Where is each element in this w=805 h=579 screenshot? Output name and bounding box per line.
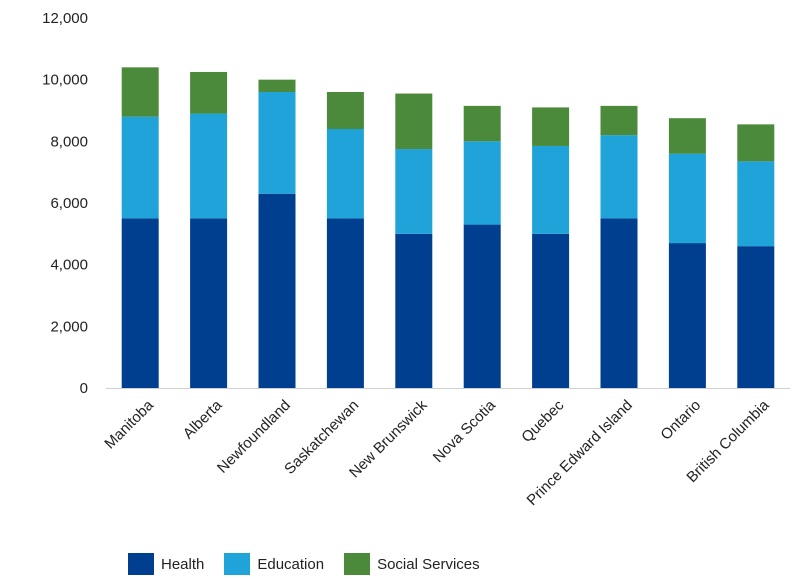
bar-segment-education bbox=[600, 135, 638, 219]
legend-item: Health bbox=[128, 553, 204, 575]
bar-segment-health bbox=[326, 218, 364, 388]
x-category-label: Manitoba bbox=[101, 396, 157, 452]
bar-segment-health bbox=[258, 193, 296, 388]
bar-segment-health bbox=[395, 233, 433, 388]
bars bbox=[121, 67, 775, 388]
legend-label: Health bbox=[161, 555, 205, 573]
legend-item: Social Services bbox=[344, 553, 480, 575]
bar-segment-health bbox=[600, 218, 638, 388]
bar-segment-social-services bbox=[326, 92, 364, 129]
y-tick-label: 12,000 bbox=[42, 10, 88, 27]
bar-segment-education bbox=[258, 92, 296, 194]
bar-segment-health bbox=[463, 224, 501, 388]
bar-segment-education bbox=[737, 161, 775, 247]
bar-segment-social-services bbox=[258, 79, 296, 92]
legend-label: Education bbox=[257, 555, 325, 573]
y-tick-label: 8,000 bbox=[50, 133, 88, 150]
bar-segment-social-services bbox=[190, 71, 228, 114]
category-labels: Manitoba AlbertaNewfoundlandSaskatchewanN… bbox=[101, 396, 773, 509]
bar-segment-social-services bbox=[600, 105, 638, 136]
legend-item: Education bbox=[224, 553, 324, 575]
bar-segment-education bbox=[668, 153, 706, 244]
y-tick-label: 0 bbox=[80, 380, 88, 397]
bar-segment-health bbox=[737, 246, 775, 388]
x-category-label: Ontario bbox=[657, 397, 704, 444]
legend: Health Education Social Services bbox=[128, 552, 500, 576]
bar-segment-social-services bbox=[395, 93, 433, 150]
bar-segment-education bbox=[121, 116, 159, 219]
x-category-label: Quebec bbox=[518, 396, 568, 446]
bar-segment-social-services bbox=[121, 67, 159, 117]
bar-segment-social-services bbox=[737, 124, 775, 162]
bar-segment-education bbox=[395, 149, 433, 234]
bar-segment-education bbox=[532, 145, 570, 234]
bar-segment-health bbox=[190, 218, 228, 388]
bar-segment-social-services bbox=[463, 105, 501, 142]
y-axis-ticks: 0 2,000 4,000 6,000 8,000 10,000 12,000 bbox=[42, 10, 88, 397]
bar-segment-health bbox=[121, 218, 159, 388]
bar-segment-social-services bbox=[668, 118, 706, 154]
legend-swatch bbox=[224, 553, 251, 575]
y-tick-label: 6,000 bbox=[50, 195, 88, 212]
x-category-label: Nova Scotia bbox=[430, 396, 500, 466]
y-tick-label: 10,000 bbox=[42, 72, 88, 89]
y-tick-label: 4,000 bbox=[50, 257, 88, 274]
bar-segment-education bbox=[326, 129, 364, 219]
bar-segment-education bbox=[190, 113, 228, 219]
legend-swatch bbox=[128, 553, 154, 575]
bar-segment-health bbox=[532, 233, 570, 388]
y-tick-label: 2,000 bbox=[50, 318, 88, 335]
legend-swatch bbox=[344, 553, 371, 575]
x-category-label: Alberta bbox=[180, 396, 226, 442]
bar-segment-education bbox=[463, 141, 501, 225]
bar-segment-social-services bbox=[532, 107, 570, 146]
bar-segment-health bbox=[668, 243, 706, 388]
legend-label: Social Services bbox=[377, 555, 480, 573]
